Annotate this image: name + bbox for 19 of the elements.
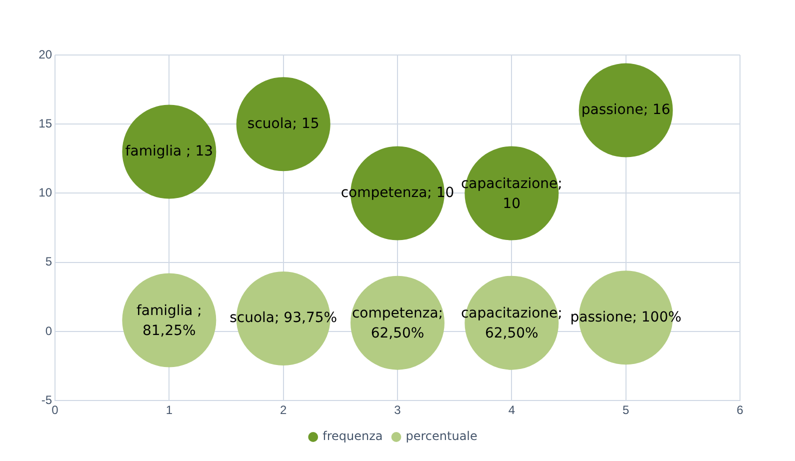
x-tick-label: 3 bbox=[394, 403, 402, 418]
y-tick-label: 5 bbox=[45, 254, 52, 269]
x-tick-label: 2 bbox=[280, 403, 287, 418]
data-label: competenza; 62,50% bbox=[352, 305, 444, 342]
y-tick-label: -5 bbox=[41, 392, 52, 407]
y-tick-label: 10 bbox=[38, 186, 52, 200]
x-tick-label: 4 bbox=[508, 403, 516, 418]
y-tick-label: 15 bbox=[38, 116, 52, 130]
x-tick-label: 5 bbox=[622, 403, 630, 418]
data-label: famiglia ; 81,25% bbox=[136, 302, 202, 339]
data-label: famiglia ; 13 bbox=[125, 143, 214, 160]
y-tick-label: 0 bbox=[45, 324, 52, 338]
data-label: passione; 16 bbox=[581, 102, 670, 118]
x-tick-label: 6 bbox=[736, 403, 744, 418]
legend-label: frequenza bbox=[322, 429, 383, 444]
legend-label: percentuale bbox=[406, 429, 478, 444]
y-tick-label: 20 bbox=[38, 47, 52, 62]
x-tick-label: 1 bbox=[166, 403, 173, 418]
data-label: scuola; 15 bbox=[247, 116, 320, 132]
